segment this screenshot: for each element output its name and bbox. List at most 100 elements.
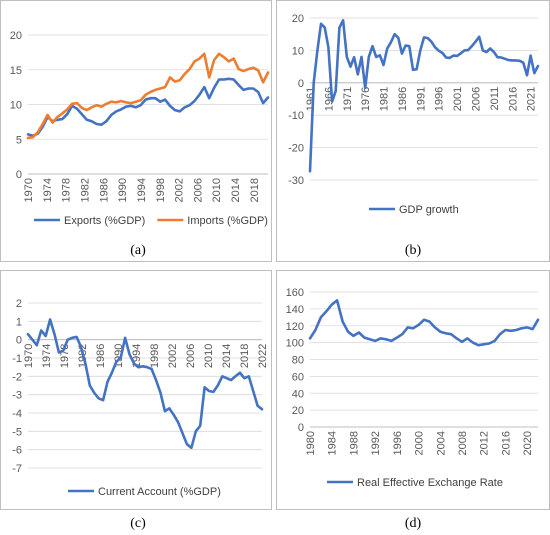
x-tick-label: 2006 <box>470 87 482 111</box>
y-tick-label: 160 <box>286 287 304 299</box>
y-tick-label: 20 <box>10 30 22 42</box>
x-tick-label: 1986 <box>95 344 107 368</box>
x-tick-label: 2014 <box>221 344 233 368</box>
x-tick-label: 1971 <box>342 87 354 111</box>
series-line-0 <box>308 18 540 173</box>
x-tick-label: 2008 <box>457 431 469 455</box>
x-tick-label: 2012 <box>479 431 491 455</box>
y-tick-label: 60 <box>292 371 304 383</box>
x-tick-label: 2014 <box>230 178 242 202</box>
x-tick-label: 2020 <box>522 431 534 455</box>
x-tick-label: 1996 <box>392 431 404 455</box>
series-line-0 <box>26 318 264 450</box>
legend-label: Exports (%GDP) <box>64 215 145 227</box>
y-tick-label: -10 <box>288 110 304 122</box>
chart-panel-b: -30 -20 -10 0 10 20 1961 1966 1971 1976 1981 1986 19… <box>276 0 550 262</box>
series-line-0 <box>26 77 270 138</box>
y-tick-label: 20 <box>292 405 304 417</box>
x-tick-label: 1986 <box>397 87 409 111</box>
y-tick-label: 0 <box>298 78 304 90</box>
y-tick-label: -30 <box>288 175 304 187</box>
y-tick-label: -7 <box>12 463 22 475</box>
y-tick-label: 10 <box>10 100 22 112</box>
legend-label: Imports (%GDP) <box>187 215 268 227</box>
x-tick-label: 1976 <box>360 87 372 111</box>
x-tick-label: 2001 <box>452 87 464 111</box>
y-tick-label: 80 <box>292 355 304 367</box>
y-tick-label: -20 <box>288 143 304 155</box>
x-tick-label: 1986 <box>98 178 110 202</box>
x-tick-label: 2018 <box>239 344 251 368</box>
y-tick-label: 120 <box>286 321 304 333</box>
caption-d: (d) <box>404 516 422 531</box>
x-tick-label: 1974 <box>42 178 54 202</box>
x-tick-label: 2018 <box>249 178 261 202</box>
x-tick-label: 2016 <box>507 87 519 111</box>
y-tick-label: 0 <box>16 335 22 347</box>
series-line-0 <box>308 299 540 347</box>
chart-border <box>276 0 550 262</box>
caption-a: (a) <box>130 243 146 258</box>
y-tick-label: 10 <box>292 45 304 57</box>
y-tick-label: -6 <box>12 445 22 457</box>
x-tick-label: 1998 <box>149 344 161 368</box>
x-tick-label: 2002 <box>174 178 186 202</box>
y-tick-label: 1 <box>16 316 22 328</box>
x-tick-label: 1970 <box>23 344 35 368</box>
x-tick-label: 1991 <box>415 87 427 111</box>
x-tick-label: 2022 <box>257 344 269 368</box>
x-tick-label: 1992 <box>370 431 382 455</box>
x-tick-label: 2011 <box>489 87 501 111</box>
x-tick-label: 2000 <box>414 431 426 455</box>
y-tick-label: -4 <box>12 408 22 420</box>
x-tick-label: 2004 <box>435 431 447 455</box>
legend-label: Real Effective Exchange Rate <box>357 477 503 489</box>
x-tick-label: 1980 <box>305 431 317 455</box>
y-tick-label: -1 <box>12 353 22 365</box>
caption-b: (b) <box>404 243 422 258</box>
chart-border <box>0 0 272 262</box>
x-tick-label: 1984 <box>327 431 339 455</box>
x-tick-label: 1978 <box>59 344 71 368</box>
legend-label: GDP growth <box>399 204 459 216</box>
chart-d: 0 20 40 60 80 100 120 140 160 1980 1984 1988 1992 199… <box>276 270 550 510</box>
legend-label: Current Account (%GDP) <box>98 486 221 498</box>
x-tick-label: 1981 <box>379 87 391 111</box>
x-tick-label: 1998 <box>155 178 167 202</box>
y-tick-label: -2 <box>12 371 22 383</box>
chart-border <box>0 270 272 510</box>
chart-border <box>276 270 550 510</box>
y-tick-label: 0 <box>16 169 22 181</box>
x-tick-label: 1974 <box>41 344 53 368</box>
y-tick-label: 20 <box>292 13 304 25</box>
y-tick-label: 140 <box>286 304 304 316</box>
x-tick-label: 2010 <box>211 178 223 202</box>
x-tick-label: 2021 <box>526 87 538 111</box>
y-tick-label: 5 <box>16 134 22 146</box>
y-tick-label: -5 <box>12 426 22 438</box>
chart-a: 0 5 10 15 20 1970 1974 1978 1982 1986 1990 1994 1998… <box>0 0 272 262</box>
x-tick-label: 1990 <box>117 178 129 202</box>
chart-panel-d: 0 20 40 60 80 100 120 140 160 1980 1984 1988 1992 199… <box>276 270 550 510</box>
x-tick-label: 2002 <box>167 344 179 368</box>
chart-panel-c: -7 -6 -5 -4 -3 -2 -1 0 1 2 1970 1974 1978 1982 1986 199… <box>0 270 272 510</box>
y-tick-label: 100 <box>286 338 304 350</box>
y-tick-label: -3 <box>12 390 22 402</box>
x-tick-label: 2006 <box>192 178 204 202</box>
x-tick-label: 2016 <box>500 431 512 455</box>
x-tick-label: 1988 <box>348 431 360 455</box>
chart-panel-a: 0 5 10 15 20 1970 1974 1978 1982 1986 1990 1994 1998… <box>0 0 272 262</box>
y-tick-label: 40 <box>292 388 304 400</box>
x-tick-label: 1982 <box>79 178 91 202</box>
x-tick-label: 1978 <box>61 178 73 202</box>
caption-c: (c) <box>130 516 146 531</box>
x-tick-label: 1996 <box>434 87 446 111</box>
series-line-1 <box>26 52 270 140</box>
x-tick-label: 1970 <box>23 178 35 202</box>
x-tick-label: 2010 <box>203 344 215 368</box>
x-tick-label: 1994 <box>136 178 148 202</box>
y-tick-label: 15 <box>10 65 22 77</box>
y-tick-label: 2 <box>16 298 22 310</box>
